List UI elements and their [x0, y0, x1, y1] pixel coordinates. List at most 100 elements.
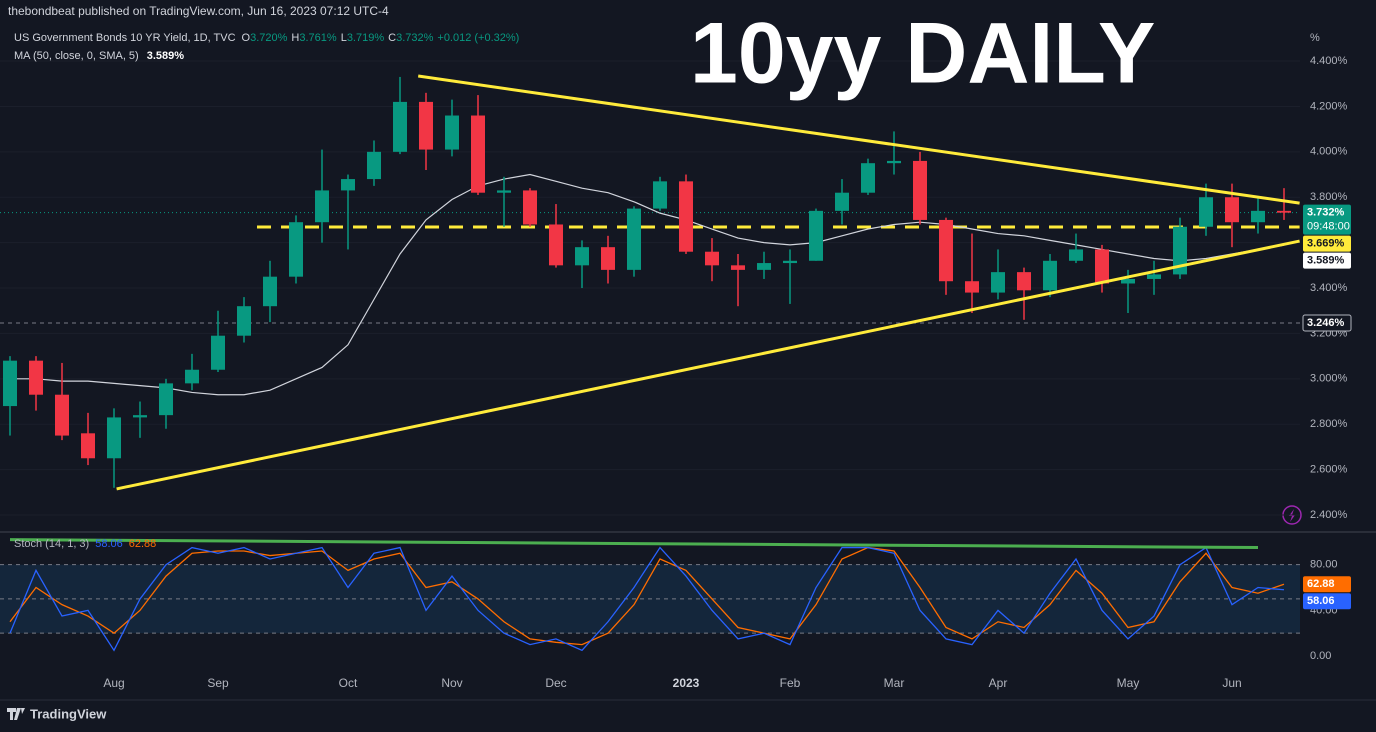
candle-body — [601, 247, 615, 270]
legend: Stoch (14, 1, 3) 58.06 62.88 — [14, 538, 156, 550]
legend-ma-name: MA (50, close, 0, SMA, 5) — [14, 50, 139, 62]
axis-unit: % — [1310, 32, 1320, 44]
legend-title: Stoch (14, 1, 3) — [14, 538, 89, 550]
x-tick-label: Sep — [207, 676, 229, 690]
candle-body — [627, 208, 641, 270]
y-tick-label: 2.400% — [1310, 509, 1348, 521]
legend-symbol: US Government Bonds 10 YR Yield, 1D, TVC — [14, 32, 236, 44]
legend-key: L — [341, 32, 347, 44]
price-label-bg — [1303, 576, 1351, 593]
x-tick-label: Jun — [1222, 676, 1241, 690]
candle-body — [783, 260, 797, 264]
candle-body — [1095, 249, 1109, 284]
legend-key: H — [291, 32, 299, 44]
candle-body — [1069, 249, 1083, 261]
y-tick-label: 3.800% — [1310, 191, 1348, 203]
candle-body — [159, 383, 173, 416]
candle-body — [211, 335, 225, 370]
published-line: thebondbeat published on TradingView.com… — [8, 4, 389, 18]
y-tick-label: 4.000% — [1310, 146, 1348, 158]
y-tick-label: 2.600% — [1310, 464, 1348, 476]
candle-body — [237, 306, 251, 336]
candle-body — [55, 394, 69, 436]
candle-body — [965, 281, 979, 293]
candle-body — [497, 190, 511, 193]
candle-body — [1017, 272, 1031, 291]
candle-body — [757, 263, 771, 270]
y-tick-label: 80.00 — [1310, 559, 1338, 571]
candle-body — [1251, 210, 1265, 223]
candle-body — [81, 433, 95, 459]
logo-mark — [7, 708, 25, 720]
price-label: 3.589% — [1307, 255, 1345, 267]
trend-line — [417, 74, 1300, 205]
candle-body — [575, 247, 589, 266]
candle-body — [913, 160, 927, 220]
tradingview-logo — [7, 708, 25, 720]
stoch-line — [9, 546, 1285, 646]
candle-body — [471, 115, 485, 193]
candle-body — [445, 115, 459, 150]
chart-title: 10yy DAILY — [690, 6, 1155, 102]
price-label-bg — [1302, 314, 1352, 332]
candle-body — [263, 276, 277, 307]
candle-body — [1147, 274, 1161, 279]
stoch-line — [9, 546, 1285, 652]
legend: US Government Bonds 10 YR Yield, 1D, TVC… — [14, 32, 519, 44]
candle-body — [939, 219, 953, 282]
price-label: 3.246% — [1307, 317, 1345, 329]
candle-body — [133, 415, 147, 418]
legend-key: O — [242, 32, 251, 44]
candle-body — [3, 360, 17, 407]
x-tick-label: May — [1117, 676, 1140, 690]
candle-body — [705, 251, 719, 266]
price-label: 3.669% — [1307, 238, 1345, 250]
candle-body — [393, 101, 407, 152]
candle-body — [1225, 197, 1239, 223]
candle-body — [549, 224, 563, 266]
candle-body — [1277, 210, 1291, 213]
price-label-bg — [1303, 235, 1351, 252]
y-tick-label: 3.000% — [1310, 373, 1348, 385]
y-tick-label: 2.800% — [1310, 418, 1348, 430]
candle-body — [185, 369, 199, 384]
x-tick-label: Mar — [884, 676, 905, 690]
legend-value: 58.06 — [95, 538, 123, 550]
price-label: 3.732% — [1307, 207, 1345, 219]
candle-body — [1121, 278, 1135, 284]
candle-body — [315, 190, 329, 223]
x-tick-label: 2023 — [673, 676, 700, 690]
candle-body — [1043, 260, 1057, 291]
trend-line — [9, 538, 1259, 550]
moving-average-line — [10, 173, 1285, 396]
candle-body — [861, 163, 875, 193]
countdown-label: 09:48:00 — [1307, 221, 1350, 233]
legend: MA (50, close, 0, SMA, 5) 3.589% — [14, 50, 184, 62]
y-tick-label: 4.400% — [1310, 55, 1348, 67]
x-tick-label: Feb — [780, 676, 801, 690]
candle-body — [835, 192, 849, 211]
brand: TradingView — [30, 706, 107, 721]
trend-line — [116, 239, 1300, 491]
candle-body — [107, 417, 121, 459]
candle-body — [731, 265, 745, 270]
legend-value: 3.719% — [347, 32, 385, 44]
price-label: 62.88 — [1307, 578, 1335, 590]
candle-body — [289, 222, 303, 277]
candle-body — [809, 210, 823, 261]
candle-body — [887, 160, 901, 164]
candle-body — [1173, 226, 1187, 275]
legend-value: 3.720% — [250, 32, 288, 44]
candle-body — [341, 179, 355, 191]
candle-body — [653, 181, 667, 209]
legend-key: C — [388, 32, 396, 44]
candle-body — [1199, 197, 1213, 227]
price-label-bg — [1303, 204, 1351, 235]
candle-body — [991, 272, 1005, 293]
y-tick-label: 4.200% — [1310, 100, 1348, 112]
legend-value: 62.88 — [129, 538, 157, 550]
y-tick-label: 3.400% — [1310, 282, 1348, 294]
candle-body — [679, 181, 693, 252]
